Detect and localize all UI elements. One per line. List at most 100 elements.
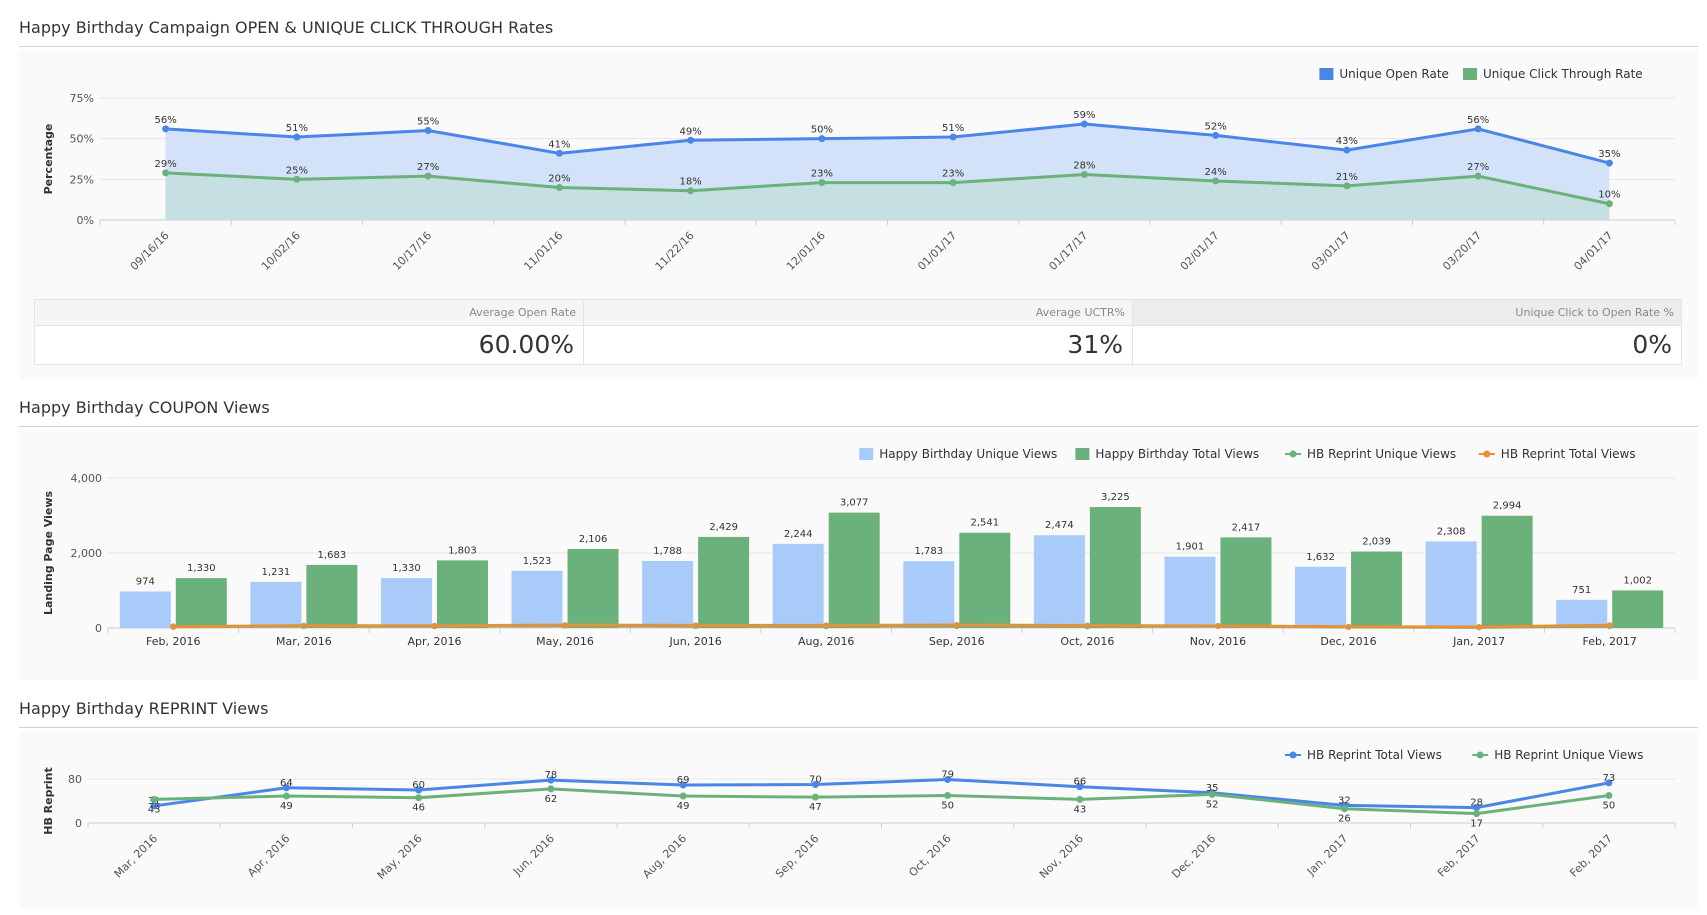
- data-point: [953, 622, 960, 629]
- legend-marker-hb-reprint-unique-views: [1289, 450, 1297, 458]
- legend-label-hb-reprint-total-views: HB Reprint Total Views: [1307, 748, 1442, 762]
- legend-swatch-unique-open-rate: [1319, 68, 1334, 80]
- data-point: [150, 802, 158, 810]
- data-point: [547, 776, 555, 784]
- data-label: 49: [280, 801, 293, 812]
- data-label: 1,901: [1176, 542, 1205, 553]
- data-label: 23%: [942, 169, 964, 180]
- bar-happy-birthday-unique-views: [250, 581, 302, 628]
- data-label: 27%: [1467, 162, 1489, 173]
- data-label: 18%: [680, 177, 702, 188]
- x-tick-label: Aug, 2016: [798, 635, 854, 648]
- series-line-hb-reprint-total-views: [153, 778, 1610, 810]
- data-point: [1605, 200, 1613, 208]
- x-tick-label: Dec, 2016: [1320, 635, 1376, 648]
- data-label: 1,803: [448, 545, 477, 556]
- y-tick-label: 0: [95, 622, 102, 635]
- data-label: 50%: [811, 125, 833, 136]
- data-point: [949, 133, 957, 141]
- data-label: 20%: [548, 173, 570, 184]
- data-label: 51%: [942, 123, 964, 134]
- x-tick-label: Nov, 2016: [1037, 832, 1086, 881]
- reprint-panel: [19, 731, 1698, 909]
- data-label: 50: [1603, 801, 1616, 812]
- y-tick-label: 0%: [77, 214, 94, 227]
- data-point: [293, 175, 301, 183]
- legend-marker-hb-reprint-total-views: [1289, 751, 1297, 759]
- data-point: [1208, 790, 1216, 798]
- data-point: [1212, 131, 1220, 139]
- x-tick-label: May, 2016: [536, 635, 594, 648]
- kpi-average-uctr: Average UCTR% 31%: [584, 300, 1133, 364]
- data-label: 41%: [548, 139, 570, 150]
- data-point: [1080, 120, 1088, 128]
- x-tick-label: Nov, 2016: [1190, 635, 1246, 648]
- bar-happy-birthday-total-views: [1220, 537, 1272, 628]
- data-point: [944, 792, 952, 799]
- data-point: [424, 127, 432, 135]
- legend-label-happy-birthday-unique-views: Happy Birthday Unique Views: [879, 447, 1057, 461]
- x-tick-label: 03/01/17: [1309, 229, 1353, 273]
- data-point: [811, 781, 819, 788]
- x-tick-label: 02/01/17: [1178, 229, 1222, 273]
- bar-happy-birthday-unique-views: [1556, 599, 1608, 628]
- data-label: 751: [1572, 585, 1591, 596]
- bar-happy-birthday-unique-views: [119, 591, 171, 628]
- legend-marker-hb-reprint-unique-views: [1476, 751, 1484, 759]
- open-ctr-chart: 0% 25% 50% 75% Percentage 56% 51% 55% 41% 49% 50% 5…: [42, 67, 1676, 273]
- data-label: 2,039: [1362, 537, 1391, 548]
- x-tick-label: 11/01/16: [521, 229, 565, 273]
- data-point: [1076, 783, 1084, 791]
- data-point: [1473, 804, 1481, 812]
- bar-happy-birthday-unique-views: [903, 561, 955, 628]
- bar-happy-birthday-unique-views: [380, 578, 432, 628]
- data-label: 1,788: [653, 546, 682, 557]
- kpi-label: Average UCTR%: [584, 300, 1132, 326]
- data-label: 3,225: [1101, 492, 1130, 503]
- x-tick-label: Jan, 2017: [1304, 832, 1351, 879]
- data-point: [162, 125, 170, 133]
- legend-swatch-unique-click-through-rate: [1463, 68, 1477, 80]
- data-label: 28%: [1073, 160, 1095, 171]
- data-label: 55%: [417, 117, 439, 128]
- bar-happy-birthday-total-views: [175, 578, 227, 628]
- data-point: [818, 179, 826, 187]
- data-point: [692, 622, 699, 629]
- data-label: 66: [1074, 777, 1087, 788]
- data-label: 56%: [1467, 115, 1489, 126]
- kpi-label: Average Open Rate: [35, 300, 583, 326]
- bar-happy-birthday-total-views: [436, 560, 488, 628]
- x-tick-label: Dec, 2016: [1169, 832, 1218, 881]
- legend-label-unique-click-through-rate: Unique Click Through Rate: [1483, 67, 1643, 81]
- bar-happy-birthday-total-views: [828, 512, 880, 628]
- legend-marker-hb-reprint-total-views: [1483, 450, 1491, 458]
- data-point: [300, 622, 307, 629]
- data-label: 78: [545, 770, 558, 781]
- x-tick-label: Jan, 2017: [1452, 635, 1505, 648]
- bar-happy-birthday-total-views: [1351, 551, 1403, 628]
- data-label: 51%: [286, 123, 308, 134]
- data-point: [282, 792, 290, 800]
- bar-happy-birthday-unique-views: [772, 543, 824, 628]
- data-label: 10%: [1598, 190, 1620, 201]
- bar-happy-birthday-total-views: [1089, 507, 1141, 628]
- x-tick-label: 04/01/17: [1571, 229, 1615, 273]
- data-point: [1343, 182, 1351, 190]
- data-label: 43%: [1336, 136, 1358, 147]
- x-tick-label: Sep, 2016: [929, 635, 985, 648]
- bar-happy-birthday-total-views: [567, 549, 619, 628]
- y-tick-label: 0: [75, 817, 82, 830]
- data-label: 35%: [1598, 149, 1620, 160]
- x-tick-label: Aug, 2016: [640, 832, 689, 881]
- data-label: 2,106: [579, 534, 608, 545]
- data-label: 2,244: [784, 529, 813, 540]
- data-label: 69: [677, 775, 690, 786]
- legend-label-hb-reprint-unique-views: HB Reprint Unique Views: [1307, 447, 1456, 461]
- data-label: 21%: [1336, 172, 1358, 183]
- bar-happy-birthday-unique-views: [642, 560, 694, 628]
- series-line-unique-click-through-rate: [165, 171, 1610, 206]
- data-point: [415, 794, 423, 802]
- data-point: [555, 183, 563, 191]
- data-label: 79: [941, 770, 954, 781]
